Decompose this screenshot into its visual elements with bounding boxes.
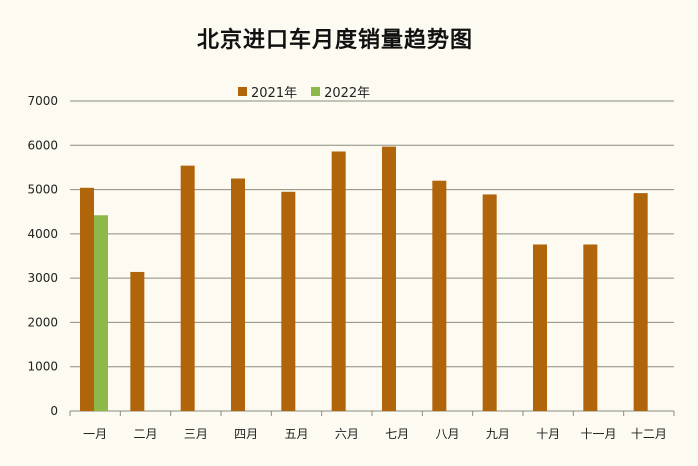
bar-2021-10: [533, 244, 547, 411]
x-tick-label: 一月: [83, 427, 107, 441]
legend-swatch-2021: [238, 87, 247, 96]
legend-item-2022: 2022年: [311, 82, 370, 101]
chart-title: 北京进口车月度销量趋势图: [196, 28, 473, 53]
x-tick-label: 九月: [486, 427, 510, 441]
bar-2022-1: [94, 215, 108, 411]
y-tick-label: 5000: [27, 183, 58, 197]
y-tick-label: 3000: [27, 271, 58, 285]
x-tick-label: 十月: [536, 427, 560, 441]
legend: 2021年 2022年: [238, 82, 384, 101]
legend-item-2021: 2021年: [238, 82, 297, 101]
bar-2021-3: [180, 165, 195, 411]
bar-2021-5: [281, 191, 296, 411]
bar-2021-11: [583, 244, 598, 411]
x-tick-label: 二月: [133, 427, 157, 441]
x-tick-label: 六月: [335, 427, 359, 441]
x-tick-label: 五月: [284, 427, 308, 441]
x-tick-label: 十一月: [580, 427, 616, 441]
y-tick-label: 6000: [27, 138, 58, 152]
bar-2021-8: [432, 180, 447, 411]
bar-2021-7: [382, 146, 396, 411]
x-tick-label: 七月: [385, 427, 409, 441]
x-tick-label: 八月: [435, 427, 459, 441]
legend-swatch-2022: [311, 87, 321, 96]
x-tick-label: 四月: [234, 427, 258, 441]
legend-label-2021: 2021年: [251, 86, 298, 101]
bar-2021-9: [482, 194, 497, 411]
legend-label-2022: 2022年: [324, 86, 371, 101]
bar-2021-1: [80, 187, 94, 411]
x-tick-label: 三月: [184, 427, 208, 441]
y-tick-label: 7000: [27, 94, 58, 108]
y-tick-label: 0: [50, 404, 58, 418]
bar-2021-12: [633, 193, 648, 411]
y-tick-label: 4000: [27, 227, 58, 241]
y-tick-label: 1000: [27, 360, 58, 374]
x-tick-label: 十二月: [631, 427, 667, 441]
y-tick-label: 2000: [27, 315, 58, 329]
bar-2021-6: [331, 151, 346, 411]
bar-2021-4: [231, 178, 245, 411]
bar-2021-2: [130, 271, 145, 411]
